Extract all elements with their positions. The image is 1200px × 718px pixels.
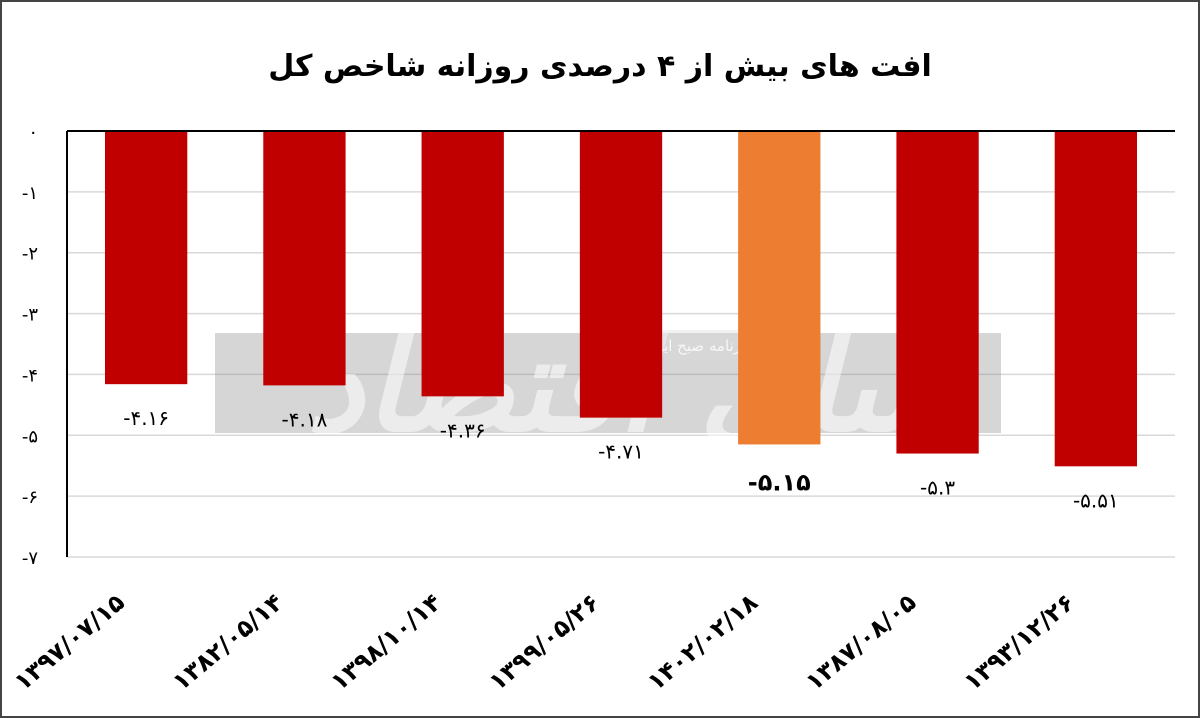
value-label: -۴.۳۶ xyxy=(440,418,486,442)
y-axis-ticks: ۰ -۱ -۲ -۳ -۴ -۵ -۶ -۷ xyxy=(22,122,38,569)
value-label: -۵.۵۱ xyxy=(1073,488,1119,512)
category-label: ۱۳۸۷/۰۸/۰۵ xyxy=(800,588,921,696)
y-tick-label: ۰ xyxy=(28,122,38,143)
bar xyxy=(263,131,346,386)
value-label: -۴.۷۱ xyxy=(598,440,644,464)
y-tick-label: -۵ xyxy=(22,426,38,447)
axes xyxy=(66,130,1175,557)
category-label: ۱۳۹۳/۱۲/۲۶ xyxy=(959,588,1080,696)
gridlines xyxy=(67,191,1175,558)
y-tick-label: -۳ xyxy=(22,305,38,326)
category-label: ۱۳۹۹/۰۵/۲۶ xyxy=(484,588,605,696)
value-label: -۵.۳ xyxy=(920,476,955,500)
bar xyxy=(1054,131,1138,467)
bar xyxy=(421,131,504,397)
category-label: ۱۳۹۷/۰۷/۱۵ xyxy=(9,588,130,696)
bars xyxy=(104,131,1138,467)
category-label: ۱۳۹۸/۱۰/۱۴ xyxy=(325,588,446,696)
category-label: ۱۳۸۲/۰۵/۱۴ xyxy=(167,588,288,696)
value-label: -۴.۱۶ xyxy=(123,406,169,430)
y-tick-label: -۲ xyxy=(22,244,38,265)
value-label: -۴.۱۸ xyxy=(282,407,328,431)
y-tick-label: -۴ xyxy=(22,365,38,386)
y-tick-label: -۶ xyxy=(22,487,38,508)
chart-title: افت های بیش از ۴ درصدی روزانه شاخص کل xyxy=(268,49,932,84)
y-tick-label: -۱ xyxy=(22,183,38,204)
value-label: -۵.۱۵ xyxy=(748,468,811,496)
bar xyxy=(104,131,188,385)
bar xyxy=(579,131,663,418)
watermark-subtitle: روزنامه صبح ایران xyxy=(641,337,756,355)
bar xyxy=(896,131,979,454)
category-label: ۱۴۰۲/۰۲/۱۸ xyxy=(642,588,763,696)
value-labels: -۴.۱۶ -۴.۱۸ -۴.۳۶ -۴.۷۱ -۵.۱۵ -۵.۳ -۵.۵۱ xyxy=(123,406,1119,512)
bar xyxy=(738,131,821,445)
y-tick-label: -۷ xyxy=(22,548,38,569)
category-labels: ۱۳۹۷/۰۷/۱۵ ۱۳۸۲/۰۵/۱۴ ۱۳۹۸/۱۰/۱۴ ۱۳۹۹/۰۵/۲۶… xyxy=(9,588,1080,696)
